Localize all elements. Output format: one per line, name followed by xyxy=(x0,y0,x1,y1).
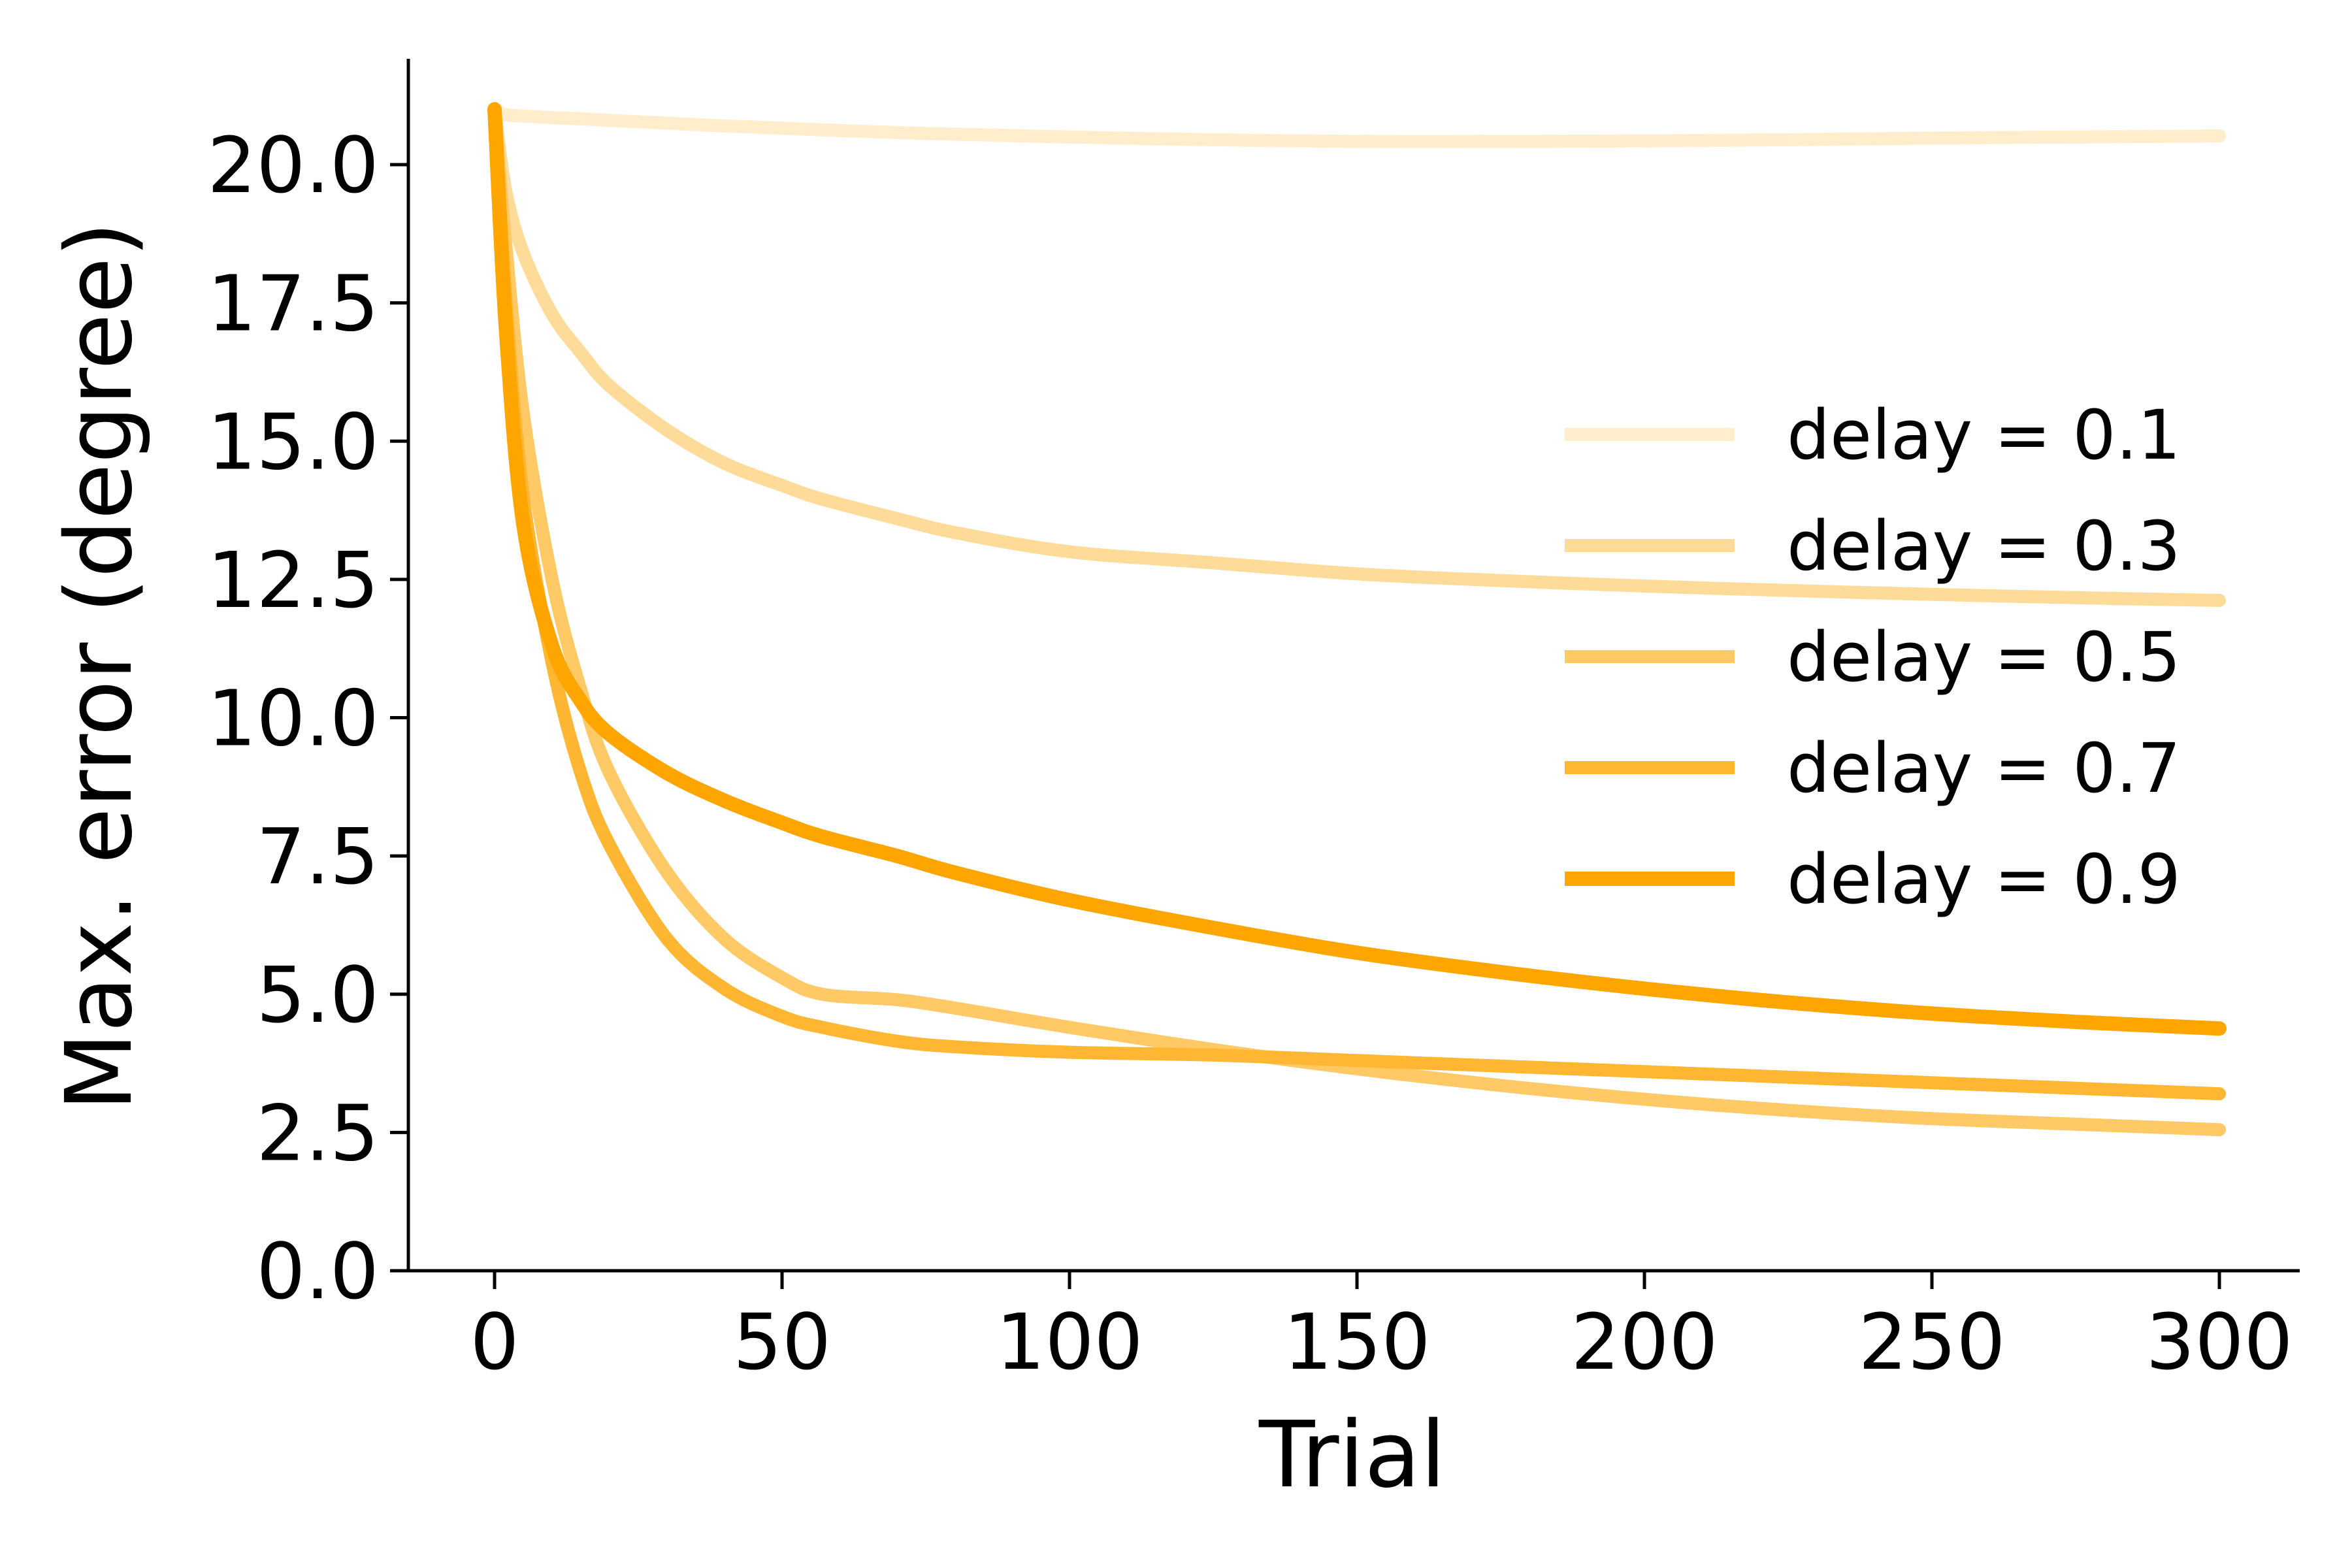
series-line-5 xyxy=(487,102,2227,1036)
legend-label-3: delay = 0.5 xyxy=(1787,617,2181,697)
x-ticks: 0 50 100 150 200 250 300 xyxy=(470,1271,2293,1387)
legend-label-5: delay = 0.9 xyxy=(1787,840,2181,919)
x-tick-label: 0 xyxy=(470,1297,519,1387)
series-line-2 xyxy=(488,103,2226,607)
legend-label-2: delay = 0.3 xyxy=(1787,506,2181,586)
y-tick-label: 2.5 xyxy=(256,1088,379,1178)
x-tick-label: 50 xyxy=(733,1297,831,1387)
axes-layer xyxy=(406,59,2300,1273)
x-tick-label: 100 xyxy=(996,1297,1143,1387)
x-tick-label: 150 xyxy=(1283,1297,1430,1387)
x-axis-label: Trial xyxy=(1258,1402,1446,1509)
legend-label-1: delay = 0.1 xyxy=(1787,395,2181,475)
y-tick-label: 7.5 xyxy=(256,811,379,902)
legend: delay = 0.1 delay = 0.3 delay = 0.5 delay =… xyxy=(1565,395,2181,919)
x-tick-label: 250 xyxy=(1858,1297,2005,1387)
x-tick-label: 200 xyxy=(1571,1297,1718,1387)
y-tick-label: 0.0 xyxy=(256,1226,379,1316)
series-layer xyxy=(487,102,2227,1137)
y-tick-label: 20.0 xyxy=(207,120,379,210)
legend-label-4: delay = 0.7 xyxy=(1787,728,2181,808)
y-tick-label: 17.5 xyxy=(207,259,379,349)
y-tick-label: 5.0 xyxy=(256,950,379,1040)
y-tick-label: 15.0 xyxy=(207,397,379,487)
series-line-3 xyxy=(488,103,2226,1137)
y-axis-label: Max. error (degree) xyxy=(46,221,153,1111)
y-tick-label: 10.0 xyxy=(207,674,379,764)
y-tick-label: 12.5 xyxy=(207,535,379,625)
y-ticks: 0.0 2.5 5.0 7.5 10.0 12.5 15.0 17.5 20.0 xyxy=(207,120,408,1316)
x-tick-label: 300 xyxy=(2146,1297,2293,1387)
series-line-1 xyxy=(488,103,2226,148)
